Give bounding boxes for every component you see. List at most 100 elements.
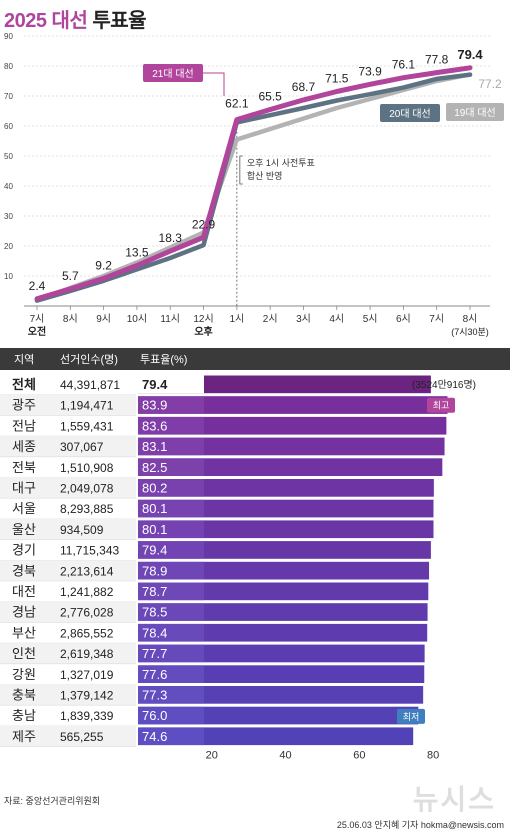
row-stripe	[0, 560, 136, 581]
value-cell	[138, 665, 204, 683]
bar	[138, 665, 425, 683]
y-tick-label: 10	[4, 272, 13, 281]
bar	[138, 706, 419, 725]
value-cell	[138, 520, 204, 539]
bar	[138, 686, 424, 704]
region-label: 대전	[12, 584, 36, 599]
region-label: 충남	[12, 708, 36, 723]
x-tick-label: 12시	[193, 313, 213, 325]
bar-value-label: 77.6	[142, 667, 167, 682]
row-stripe	[0, 643, 136, 664]
bar-value-label: 78.7	[142, 584, 167, 599]
highest-badge	[427, 397, 455, 413]
value-cell	[138, 582, 204, 601]
bar	[138, 582, 429, 601]
x-tick-label: 3시	[296, 313, 311, 325]
header-rate: 투표율(%)	[140, 353, 187, 366]
value-cell	[138, 644, 204, 663]
bar-value-label: 82.5	[142, 460, 167, 475]
legend-21-box	[143, 64, 203, 82]
bar	[138, 416, 447, 435]
y-tick-label: 20	[4, 242, 13, 251]
value-cell	[138, 706, 204, 725]
region-label: 전북	[12, 460, 36, 475]
region-label: 전남	[12, 418, 36, 433]
x-tick-label: 5시	[363, 313, 378, 325]
bar	[138, 437, 445, 456]
annotation-line-2: 합산 반영	[247, 171, 283, 181]
newsis-watermark: 뉴시스	[412, 784, 496, 815]
region-label: 부산	[12, 625, 36, 640]
data-label: 22.9	[192, 217, 216, 231]
lowest-badge-label: 최저	[403, 712, 420, 722]
region-label: 전체	[12, 377, 36, 392]
x-sub-label: (7시30분)	[451, 327, 489, 337]
voters-value: 2,865,552	[60, 626, 114, 640]
bar	[138, 603, 428, 621]
data-label: 18.3	[159, 231, 183, 245]
voters-value: 1,327,019	[60, 668, 114, 682]
voters-value: 44,391,871	[60, 378, 120, 392]
bar	[138, 520, 434, 539]
byline: 25.06.03 안지혜 기자 hokma@newsis.com	[336, 820, 504, 830]
region-label: 경남	[12, 605, 36, 620]
x-tick-label: 80	[427, 750, 439, 762]
value-cell	[138, 375, 204, 394]
bar	[138, 644, 425, 663]
legend-20-label: 20대 대선	[389, 108, 431, 120]
region-label: 세종	[12, 439, 36, 454]
voters-value: 2,049,078	[60, 482, 114, 496]
source-note: 자료: 중앙선거관리위원회	[4, 796, 101, 806]
legend-21-leader	[203, 72, 225, 96]
bar-value-label: 77.7	[142, 646, 167, 661]
x-tick-label: 8시	[63, 313, 78, 325]
y-tick-label: 50	[4, 152, 13, 161]
bar-value-label: 83.9	[142, 398, 167, 413]
x-tick-label: 11시	[160, 313, 180, 325]
x-tick-label: 60	[353, 750, 365, 762]
bar-value-label: 79.4	[142, 543, 167, 558]
data-label: 77.8	[425, 53, 449, 67]
header-voters: 선거인수(명)	[60, 353, 118, 366]
legend-19-label: 19대 대선	[454, 107, 496, 119]
row-stripe	[0, 725, 136, 747]
y-tick-label: 60	[4, 122, 13, 131]
bar	[138, 375, 431, 394]
value-cell	[138, 396, 204, 414]
legend-19-box	[446, 103, 504, 121]
bar-value-label: 77.3	[142, 688, 167, 703]
x-tick-label: 7시	[30, 313, 45, 325]
data-label: 62.1	[225, 97, 249, 111]
legend-20-box	[380, 104, 440, 122]
bar-value-label: 79.4	[142, 377, 168, 392]
x-tick-label: 8시	[463, 313, 478, 325]
value-cell	[138, 479, 204, 497]
x-tick-label: 4시	[329, 313, 344, 325]
region-label: 서울	[12, 501, 36, 516]
voters-value: 1,510,908	[60, 461, 114, 475]
bar-value-label: 78.5	[142, 605, 167, 620]
bar-value-label: 78.4	[142, 625, 167, 640]
y-tick-label: 70	[4, 92, 13, 101]
x-tick-label: 1시	[229, 313, 244, 325]
series-line-0	[34, 65, 473, 302]
x-tick-label: 20	[206, 750, 218, 762]
title-subtitle: 투표율	[92, 10, 147, 32]
highest-badge-label: 최고	[433, 401, 450, 411]
voters-value: 2,776,028	[60, 606, 114, 620]
x-tick-label: 6시	[396, 313, 411, 325]
data-label: 13.5	[125, 246, 149, 260]
x-tick-label: 9시	[96, 313, 111, 325]
y-tick-label: 90	[4, 32, 13, 41]
row-stripe	[0, 394, 136, 416]
bar-value-label: 74.6	[142, 729, 167, 744]
x-tick-label: 10시	[127, 313, 147, 325]
chart-title: 2025 대선 투표율	[4, 4, 147, 33]
value-cell	[138, 437, 204, 456]
title-year: 2025 대선	[4, 10, 88, 32]
bar-value-label: 83.6	[142, 418, 167, 433]
bar-value-label: 80.2	[142, 481, 167, 496]
annotation-line-1: 오후 1시 사전투표	[247, 158, 315, 168]
voters-value: 565,255	[60, 730, 104, 744]
